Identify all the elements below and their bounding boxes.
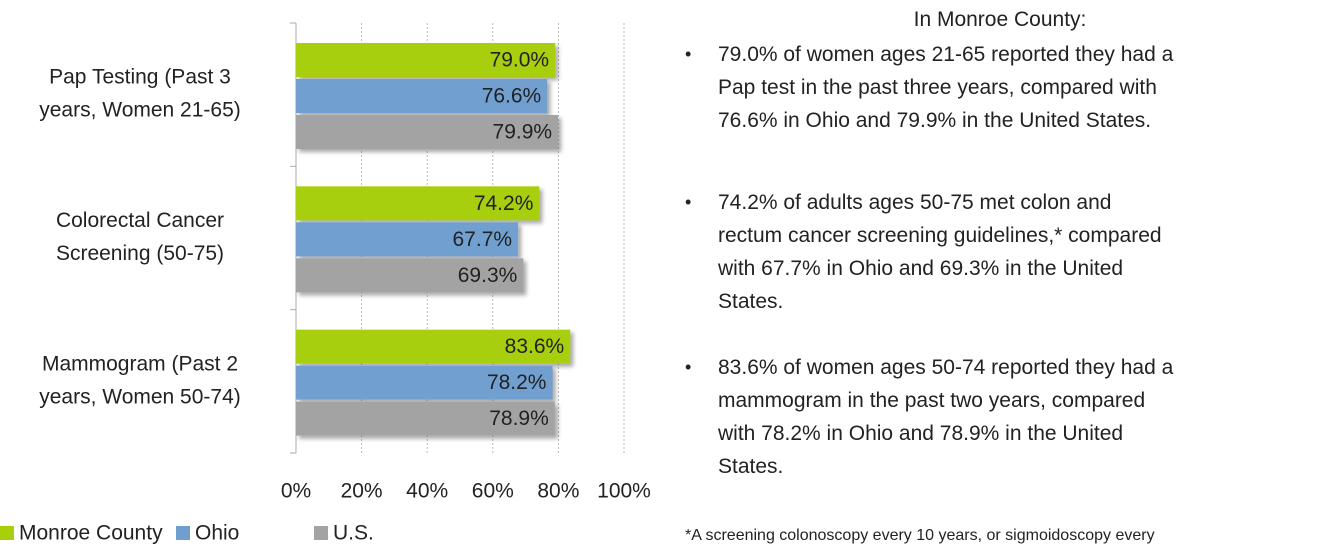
category-label: Mammogram (Past 2 <box>42 352 238 375</box>
data-label: 78.9% <box>489 407 549 430</box>
text-panel: In Monroe County: • 79.0% of women ages 21… <box>660 0 1326 546</box>
bullet-line: mammogram in the past two years, compare… <box>718 389 1146 412</box>
category-label: Pap Testing (Past 3 <box>49 66 231 89</box>
category-label: Screening (50-75) <box>56 242 224 265</box>
data-label: 78.2% <box>487 371 547 394</box>
data-label: 76.6% <box>482 85 542 108</box>
x-tick-label: 60% <box>472 480 514 503</box>
bar <box>296 365 553 400</box>
bar <box>296 43 556 77</box>
bullet-marker: • <box>685 44 692 64</box>
legend-label: U.S. <box>333 522 374 545</box>
legend-label: Ohio <box>195 522 239 545</box>
data-label: 74.2% <box>474 192 534 215</box>
footnote: *A screening colonoscopy every 10 years,… <box>685 527 1155 544</box>
bullet-line: rectum cancer screening guidelines,* com… <box>718 224 1162 247</box>
x-tick-label: 0% <box>281 480 311 503</box>
bullet-text: 83.6% of women ages 50-74 reported they … <box>718 351 1173 483</box>
category-label: years, Women 50-74) <box>39 385 241 408</box>
data-label: 83.6% <box>505 335 565 358</box>
bullet-line: 79.0% of women ages 21-65 reported they … <box>718 43 1174 66</box>
bullet-line: States. <box>718 455 784 478</box>
x-tick-label: 100% <box>597 480 651 503</box>
category-label: Colorectal Cancer <box>56 209 224 232</box>
legend-swatch <box>314 526 328 540</box>
chart: 0% 20% 40% 60% 80% 100% Pap Testing (Past 3 yea… <box>0 22 651 545</box>
legend-swatch <box>176 526 190 540</box>
x-tick-label: 20% <box>341 480 383 503</box>
category-label: years, Women 21-65) <box>39 99 241 122</box>
bullet-line: 74.2% of adults ages 50-75 met colon and <box>718 191 1112 214</box>
data-label: 67.7% <box>453 228 513 251</box>
bar <box>296 115 559 149</box>
bullet-text: 79.0% of women ages 21-65 reported they … <box>718 38 1173 137</box>
x-tick-label: 40% <box>406 480 448 503</box>
heading: In Monroe County: <box>913 8 1087 31</box>
bullet-marker: • <box>685 357 692 377</box>
bar <box>296 401 555 436</box>
bar <box>296 258 524 293</box>
bullet-line: States. <box>718 290 784 313</box>
bullet-line: 76.6% in Ohio and 79.9% in the United St… <box>718 109 1152 132</box>
data-label: 69.3% <box>458 264 518 287</box>
bullet-line: with 78.2% in Ohio and 78.9% in the Unit… <box>718 422 1124 445</box>
x-tick-label: 80% <box>537 480 579 503</box>
data-label: 79.9% <box>493 121 553 144</box>
bar <box>296 186 540 221</box>
bullet-line: with 67.7% in Ohio and 69.3% in the Unit… <box>718 257 1124 280</box>
legend-label: Monroe County <box>19 522 163 545</box>
bullet-line: Pap test in the past three years, compar… <box>718 76 1157 99</box>
bar <box>296 329 571 364</box>
bar <box>296 222 519 257</box>
bullet-text: 74.2% of adults ages 50-75 met colon and… <box>718 186 1162 318</box>
data-label: 79.0% <box>490 49 550 72</box>
bullet-marker: • <box>685 192 692 212</box>
bar <box>296 79 548 113</box>
legend-swatch <box>0 526 14 540</box>
bullet-line: 83.6% of women ages 50-74 reported they … <box>718 356 1174 379</box>
